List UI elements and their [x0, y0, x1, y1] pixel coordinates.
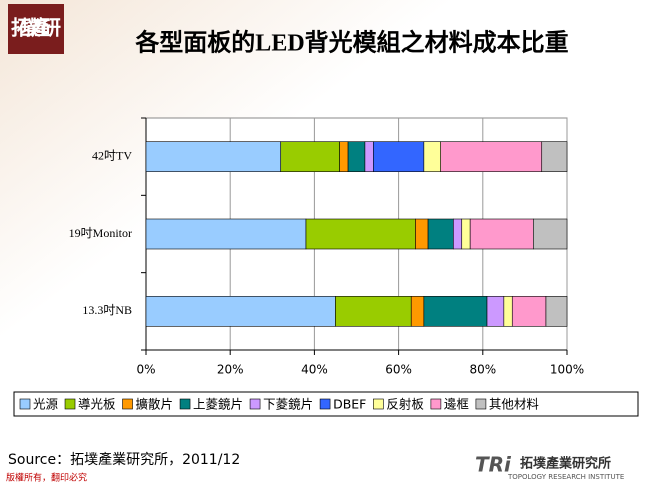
bar-segment: [423, 296, 488, 327]
brand-mark: TRi: [475, 453, 512, 477]
bar-segment: [410, 296, 425, 327]
y-tick-label: 13.3吋NB: [82, 303, 132, 317]
legend-swatch: [64, 398, 76, 410]
brand-english: TOPOLOGY RESEARCH INSTITUTE: [507, 473, 624, 481]
x-tick-label: 0%: [136, 363, 155, 377]
bar-segment: [440, 141, 543, 172]
bar-segment: [461, 218, 471, 250]
x-tick-label: 60%: [385, 363, 412, 377]
bar-segment: [423, 141, 441, 172]
legend-label: DBEF: [333, 397, 366, 412]
legend-label: 導光板: [78, 397, 116, 412]
x-tick-label: 40%: [301, 363, 328, 377]
y-tick-label: 42吋TV: [92, 148, 132, 162]
chart-title: 各型面板的LED背光模組之材料成本比重: [134, 29, 568, 57]
bar-segment: [145, 141, 282, 172]
bar-segment: [145, 296, 336, 327]
copyright: 版權所有，翻印必究: [6, 472, 87, 484]
bar-segment: [145, 218, 307, 250]
legend-label: 下菱鏡片: [263, 397, 313, 412]
bar-segment: [347, 141, 366, 172]
legend-swatch: [122, 398, 133, 410]
legend-label: 邊框: [444, 397, 470, 412]
legend-label: 擴散片: [136, 397, 174, 412]
legend-swatch: [19, 398, 31, 410]
bar-segment: [339, 141, 349, 172]
legend-swatch: [319, 398, 331, 410]
legend-label: 反射板: [386, 397, 424, 412]
legend-swatch: [475, 398, 487, 410]
legend-swatch: [249, 398, 261, 410]
bar-segment: [453, 218, 463, 250]
x-tick-label: 20%: [217, 363, 244, 377]
bar-segment: [364, 141, 374, 172]
bar-segment: [305, 218, 416, 250]
source: Source：拓墣產業研究所，2011/12: [8, 451, 240, 468]
brand-name: 拓墣產業研究所: [520, 456, 611, 472]
legend-swatch: [373, 398, 384, 410]
legend-swatch: [430, 398, 442, 410]
bar-segment: [533, 218, 568, 250]
legend-label: 其他材料: [489, 397, 540, 412]
x-tick-label: 100%: [550, 363, 584, 377]
bar-segment: [280, 141, 340, 172]
bar-segment: [469, 218, 534, 250]
legend-swatch: [179, 398, 191, 410]
bar-segment: [335, 296, 412, 327]
logo: 拓墣產研: [11, 16, 61, 40]
x-tick-label: 80%: [469, 363, 496, 377]
bar-segment: [541, 141, 568, 172]
y-tick-label: 19吋Monitor: [69, 226, 132, 240]
bar-segment: [486, 296, 505, 327]
bar-segment: [511, 296, 547, 327]
bar-segment: [545, 296, 568, 327]
bar-segment: [415, 218, 429, 250]
logo-box: [8, 4, 64, 54]
legend-label: 上菱鏡片: [193, 397, 243, 412]
bar-segment: [503, 296, 513, 327]
legend-label: 光源: [33, 397, 59, 412]
bar-segment: [373, 141, 425, 172]
bar-segment: [427, 218, 454, 250]
